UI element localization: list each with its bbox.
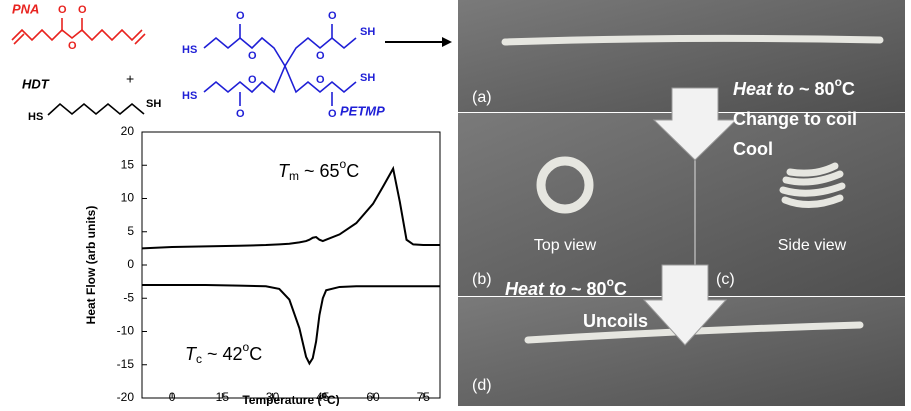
y-tick-label: 15: [121, 157, 135, 171]
y-tick-label: -10: [117, 324, 135, 338]
step-part: Heat to: [505, 279, 566, 299]
annotation: Tc ~ 42oC: [185, 340, 262, 366]
y-tick-label: -15: [117, 357, 135, 371]
y-tick-label: -5: [123, 290, 134, 304]
panel-label: (c): [716, 271, 735, 288]
atom: O: [236, 10, 245, 22]
step-sup: o: [835, 75, 842, 89]
step-part: ~ 80: [566, 279, 607, 299]
petmp-bottom-bonds: [204, 66, 356, 92]
scheme: O O O PNA HDT + HS SH O O O O O O O O HS…: [12, 1, 452, 122]
atom: O: [68, 40, 77, 52]
annotation-sub: m: [289, 169, 299, 183]
step-text: Change to coil: [733, 109, 857, 129]
photo-panels: (a) (b) (c) (d) Top view Side view Heat …: [458, 0, 905, 406]
atom: O: [328, 10, 337, 22]
pna-bonds: [12, 30, 142, 40]
y-tick-label: 10: [121, 191, 135, 205]
annotation-part: ~ 42: [202, 344, 243, 364]
petmp-top-bonds: [204, 38, 356, 66]
hdt-bonds: [48, 104, 144, 115]
atom: O: [248, 50, 257, 62]
y-axis-label: Heat Flow (arb units): [84, 206, 98, 325]
pna-label: PNA: [12, 1, 39, 16]
view-caption: Side view: [778, 237, 847, 254]
atom: O: [58, 4, 67, 16]
annotation-part: C: [249, 344, 262, 364]
step-part: C: [842, 79, 855, 99]
atom: O: [316, 74, 325, 86]
hdt-label: HDT: [22, 76, 50, 91]
panel-label: (a): [472, 89, 492, 106]
arrow-head: [442, 37, 452, 47]
panel-label: (b): [472, 271, 492, 288]
atom: O: [328, 108, 337, 120]
x-tick-label: 0: [169, 390, 176, 404]
annotation-part: C: [346, 161, 359, 181]
step-text: Uncoils: [583, 311, 648, 331]
label-part: Temperature (: [242, 393, 321, 406]
step-sup: o: [607, 275, 614, 289]
atom: SH: [360, 72, 375, 84]
y-tick-label: 0: [127, 257, 134, 271]
atom: O: [236, 108, 245, 120]
atom: HS: [28, 111, 43, 123]
petmp-label: PETMP: [340, 103, 385, 118]
panel-label: (d): [472, 377, 492, 394]
x-tick-label: 75: [417, 390, 431, 404]
atom: HS: [182, 90, 197, 102]
step-part: Heat to: [733, 79, 794, 99]
step-text: Cool: [733, 139, 773, 159]
atom: O: [248, 74, 257, 86]
atom: SH: [146, 98, 161, 110]
y-tick-label: -20: [117, 390, 135, 404]
annotation-part: ~ 65: [299, 161, 340, 181]
atom: SH: [360, 26, 375, 38]
polymer-rod: [505, 38, 880, 42]
figure: O O O PNA HDT + HS SH O O O O O O O O HS…: [0, 0, 911, 406]
step-part: ~ 80: [794, 79, 835, 99]
plus: +: [126, 71, 134, 87]
step-part: C: [614, 279, 627, 299]
x-tick-label: 30: [266, 390, 280, 404]
x-tick-label: 15: [216, 390, 230, 404]
atom: O: [316, 50, 325, 62]
view-caption: Top view: [534, 237, 597, 254]
atom: O: [78, 4, 87, 16]
dsc-chart: Heat Flow (arb units) Temperature (oC) T…: [84, 124, 440, 406]
atom: HS: [182, 44, 197, 56]
annotation: Tm ~ 65oC: [278, 157, 359, 183]
y-tick-label: 20: [121, 124, 135, 138]
x-tick-label: 45: [316, 390, 330, 404]
y-tick-label: 5: [127, 224, 134, 238]
x-tick-label: 60: [366, 390, 380, 404]
